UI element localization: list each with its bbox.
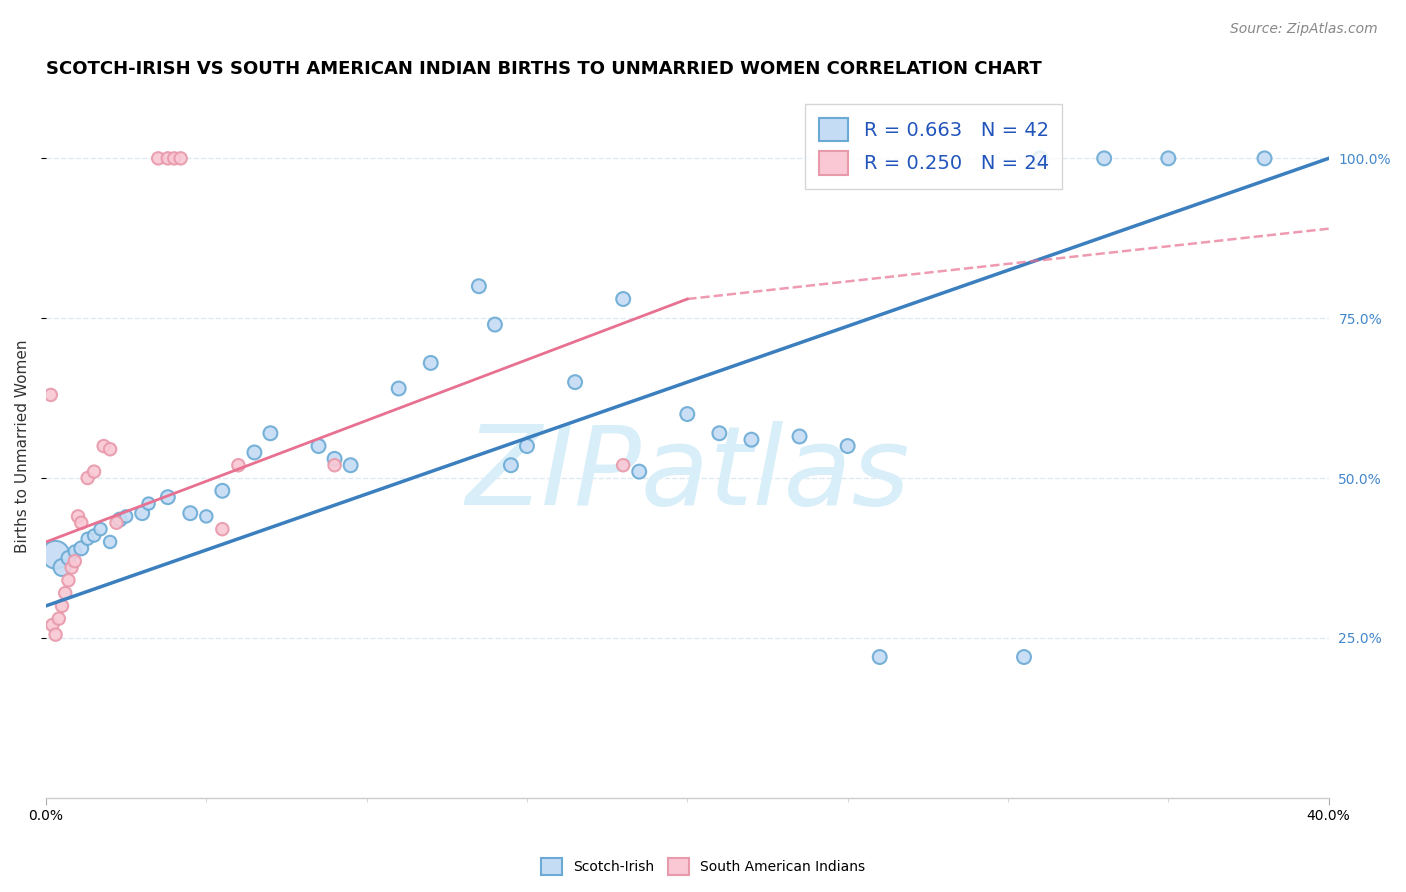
Point: [499, 458, 522, 473]
Point: [51, 560, 73, 574]
Point: [612, 458, 634, 473]
Point: [163, 152, 186, 166]
Point: [789, 429, 811, 443]
Point: [516, 439, 538, 453]
Point: [108, 512, 131, 526]
Point: [1157, 152, 1180, 166]
Point: [323, 458, 346, 473]
Y-axis label: Births to Unmarried Women: Births to Unmarried Women: [15, 339, 30, 553]
Point: [83, 528, 105, 542]
Point: [39, 388, 62, 402]
Text: ZIPatlas: ZIPatlas: [465, 421, 910, 528]
Point: [58, 550, 80, 565]
Text: SCOTCH-IRISH VS SOUTH AMERICAN INDIAN BIRTHS TO UNMARRIED WOMEN CORRELATION CHAR: SCOTCH-IRISH VS SOUTH AMERICAN INDIAN BI…: [46, 60, 1042, 78]
Point: [339, 458, 361, 473]
Point: [83, 465, 105, 479]
Point: [45, 548, 67, 562]
Point: [869, 650, 891, 665]
Point: [484, 318, 506, 332]
Point: [1253, 152, 1275, 166]
Point: [612, 292, 634, 306]
Point: [156, 490, 179, 504]
Point: [41, 618, 63, 632]
Text: Source: ZipAtlas.com: Source: ZipAtlas.com: [1230, 22, 1378, 37]
Point: [63, 554, 86, 568]
Point: [48, 612, 70, 626]
Point: [228, 458, 250, 473]
Point: [195, 509, 218, 524]
Point: [156, 152, 179, 166]
Legend: Scotch-Irish, South American Indians: Scotch-Irish, South American Indians: [536, 853, 870, 880]
Point: [211, 483, 233, 498]
Point: [740, 433, 762, 447]
Point: [388, 382, 411, 396]
Point: [468, 279, 491, 293]
Point: [60, 560, 83, 574]
Point: [58, 574, 80, 588]
Point: [70, 516, 93, 530]
Point: [45, 627, 67, 641]
Point: [1092, 152, 1115, 166]
Point: [63, 544, 86, 558]
Point: [138, 497, 160, 511]
Point: [70, 541, 93, 556]
Legend: R = 0.663   N = 42, R = 0.250   N = 24: R = 0.663 N = 42, R = 0.250 N = 24: [806, 104, 1063, 188]
Point: [115, 509, 138, 524]
Point: [709, 426, 731, 441]
Point: [105, 516, 128, 530]
Point: [211, 522, 233, 536]
Point: [676, 407, 699, 421]
Point: [169, 152, 191, 166]
Point: [67, 509, 90, 524]
Point: [98, 442, 121, 457]
Point: [179, 506, 201, 520]
Point: [148, 152, 170, 166]
Point: [323, 451, 346, 466]
Point: [53, 586, 76, 600]
Point: [259, 426, 281, 441]
Point: [98, 535, 121, 549]
Point: [419, 356, 441, 370]
Point: [837, 439, 859, 453]
Point: [1029, 152, 1052, 166]
Point: [243, 445, 266, 459]
Point: [308, 439, 330, 453]
Point: [51, 599, 73, 613]
Point: [564, 375, 586, 389]
Point: [76, 471, 98, 485]
Point: [76, 532, 98, 546]
Point: [1012, 650, 1035, 665]
Point: [131, 506, 153, 520]
Point: [89, 522, 111, 536]
Point: [93, 439, 115, 453]
Point: [628, 465, 651, 479]
